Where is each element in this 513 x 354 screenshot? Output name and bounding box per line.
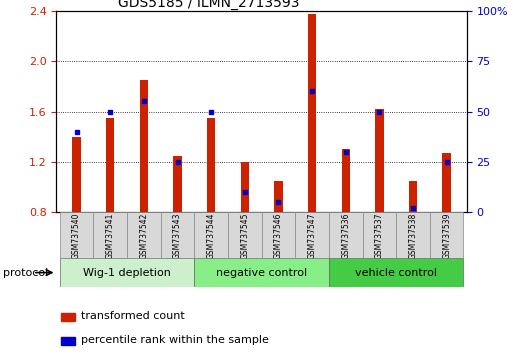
Bar [329, 212, 363, 258]
Bar [241, 162, 249, 212]
Bar [60, 212, 93, 258]
Bar [106, 118, 114, 212]
Bar [61, 337, 75, 345]
Text: transformed count: transformed count [81, 312, 185, 321]
Text: GSM737546: GSM737546 [274, 212, 283, 259]
Bar [194, 258, 329, 287]
Bar [194, 212, 228, 258]
Text: GSM737543: GSM737543 [173, 212, 182, 259]
Bar [363, 212, 396, 258]
Text: GSM737540: GSM737540 [72, 212, 81, 259]
Bar [409, 181, 417, 212]
Bar [173, 156, 182, 212]
Bar [262, 212, 295, 258]
Text: GSM737539: GSM737539 [442, 212, 451, 259]
Text: GSM737537: GSM737537 [375, 212, 384, 259]
Text: protocol: protocol [3, 268, 48, 278]
Text: GSM737544: GSM737544 [207, 212, 215, 259]
Bar [375, 109, 384, 212]
Bar [274, 181, 283, 212]
Text: percentile rank within the sample: percentile rank within the sample [81, 335, 269, 346]
Bar [60, 258, 194, 287]
Bar [228, 212, 262, 258]
Bar [342, 149, 350, 212]
Text: GDS5185 / ILMN_2713593: GDS5185 / ILMN_2713593 [118, 0, 300, 10]
Text: GSM737545: GSM737545 [240, 212, 249, 259]
Bar [207, 118, 215, 212]
Text: GSM737542: GSM737542 [140, 212, 148, 259]
Text: GSM737538: GSM737538 [408, 212, 418, 259]
Bar [140, 80, 148, 212]
Bar [308, 15, 317, 212]
Bar [72, 137, 81, 212]
Bar [295, 212, 329, 258]
Text: negative control: negative control [216, 268, 307, 278]
Bar [329, 258, 463, 287]
Bar [93, 212, 127, 258]
Bar [396, 212, 430, 258]
Bar [430, 212, 463, 258]
Text: GSM737536: GSM737536 [341, 212, 350, 259]
Text: Wig-1 depletion: Wig-1 depletion [83, 268, 171, 278]
Bar [442, 153, 451, 212]
Bar [161, 212, 194, 258]
Bar [61, 313, 75, 321]
Text: vehicle control: vehicle control [355, 268, 437, 278]
Bar [127, 212, 161, 258]
Text: GSM737547: GSM737547 [308, 212, 317, 259]
Text: GSM737541: GSM737541 [106, 212, 115, 259]
